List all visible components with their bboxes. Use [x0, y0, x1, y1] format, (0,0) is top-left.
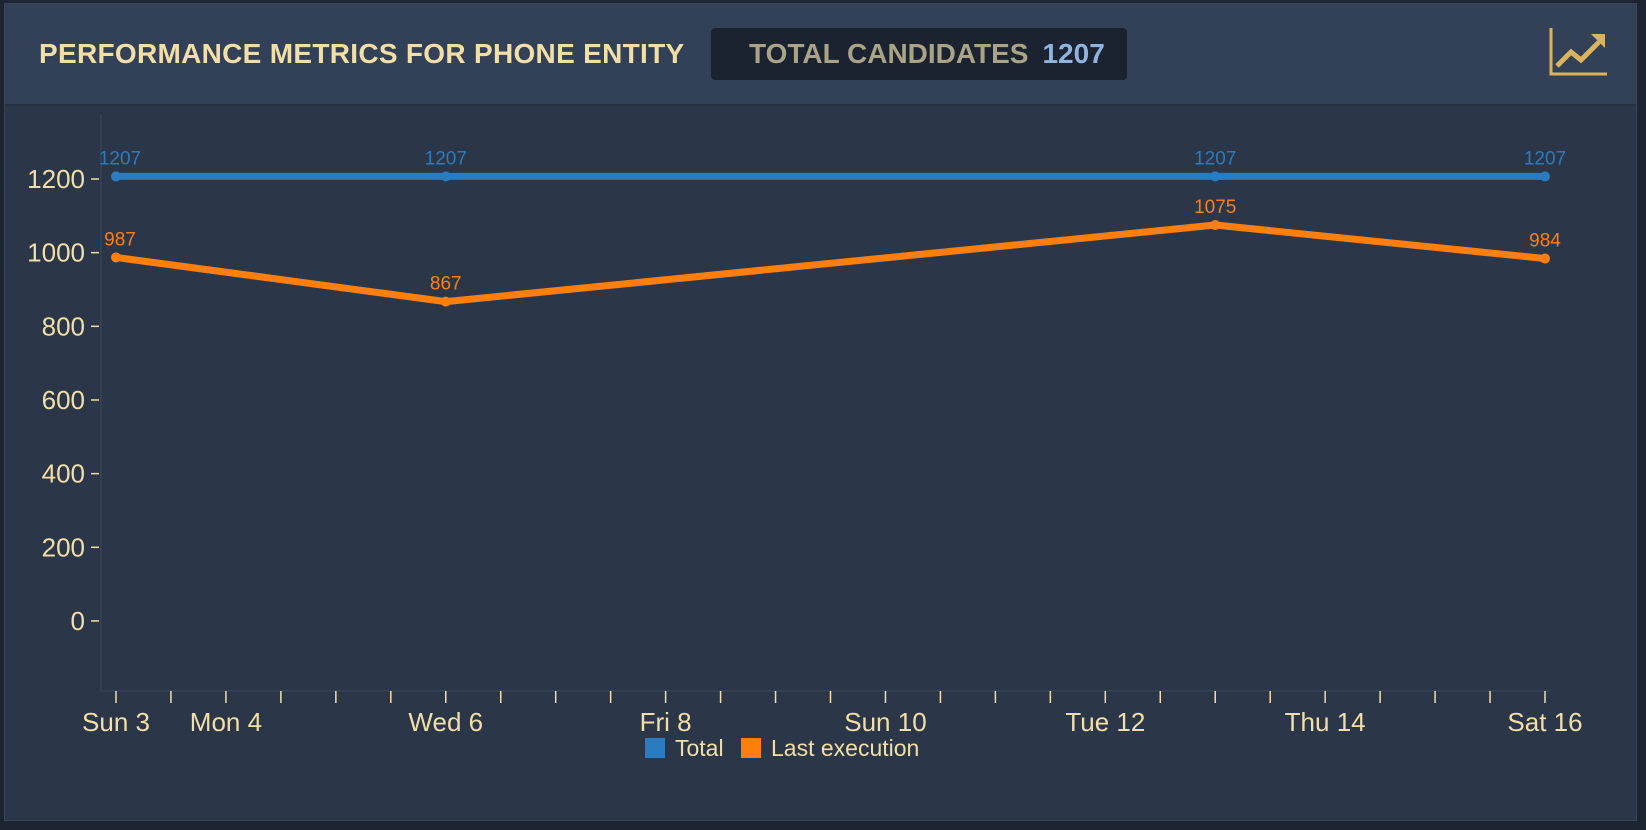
data-point — [1540, 171, 1550, 182]
line-chart: 1200 1000 800 600 400 200 0 Sun 3 Mon 4 Wed 6 Fri … — [27, 114, 1583, 761]
chart-toggle-button[interactable] — [1547, 26, 1611, 78]
chart-area: 1200 1000 800 600 400 200 0 Sun 3 Mon 4 Wed 6 Fri … — [5, 106, 1636, 822]
data-label: 1075 — [1194, 197, 1236, 218]
y-tick-label: 600 — [42, 385, 85, 415]
data-label: 1207 — [1194, 148, 1236, 169]
legend-label: Total — [675, 735, 724, 761]
data-label: 867 — [430, 274, 462, 295]
legend-swatch — [741, 738, 761, 758]
data-label: 1207 — [425, 148, 467, 169]
y-tick-label: 1000 — [27, 238, 85, 268]
badge-value: 1207 — [1042, 38, 1105, 69]
data-point — [1540, 253, 1550, 264]
metrics-panel: PERFORMANCE METRICS FOR PHONE ENTITY TOT… — [4, 3, 1637, 821]
data-point — [440, 171, 451, 182]
x-tick-label: Tue 12 — [1065, 707, 1145, 737]
legend-swatch — [645, 738, 665, 758]
x-tick-label: Mon 4 — [190, 707, 262, 737]
data-point — [1210, 171, 1221, 182]
x-tick-label: Wed 6 — [408, 707, 483, 737]
trending-up-icon — [1549, 28, 1607, 76]
x-tick-label: Sun 10 — [844, 707, 926, 737]
x-tick-label: Sun 3 — [82, 707, 150, 737]
y-tick-label: 1200 — [27, 164, 85, 194]
data-label: 984 — [1529, 231, 1561, 252]
data-point — [1210, 220, 1221, 231]
data-label: 1207 — [1524, 148, 1566, 169]
series-line-last-execution — [115, 221, 1546, 306]
x-tick-label: Fri 8 — [640, 707, 692, 737]
panel-header: PERFORMANCE METRICS FOR PHONE ENTITY TOT… — [5, 4, 1636, 106]
y-tick-label: 200 — [42, 532, 85, 562]
legend-label: Last execution — [771, 735, 919, 761]
panel-title: PERFORMANCE METRICS FOR PHONE ENTITY — [39, 38, 685, 69]
data-point — [111, 252, 121, 263]
data-point — [440, 296, 451, 307]
y-tick-label: 400 — [42, 459, 85, 489]
data-label: 987 — [104, 229, 136, 250]
badge-label: TOTAL CANDIDATES — [749, 38, 1029, 69]
y-tick-label: 0 — [71, 606, 85, 636]
data-label: 1207 — [99, 148, 141, 169]
total-candidates-badge: TOTAL CANDIDATES 1207 — [711, 28, 1127, 80]
x-tick-label: Thu 14 — [1285, 707, 1366, 737]
y-tick-label: 800 — [42, 311, 85, 341]
x-tick-label: Sat 16 — [1507, 707, 1582, 737]
data-point — [111, 171, 121, 182]
